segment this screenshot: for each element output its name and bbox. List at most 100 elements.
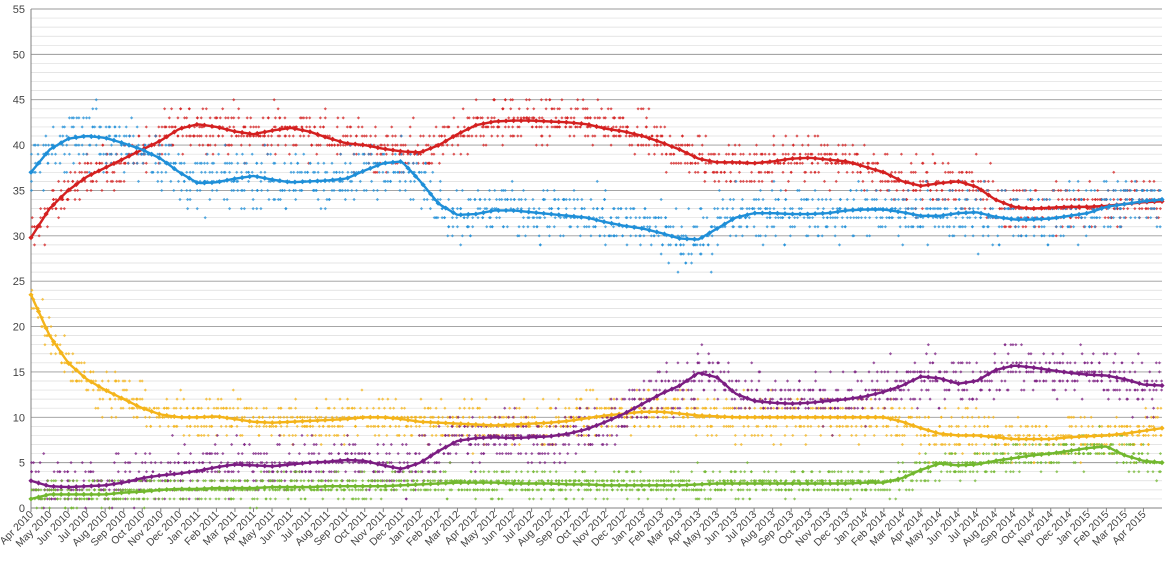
purple-series-point bbox=[367, 488, 371, 492]
blue-series-point bbox=[182, 179, 186, 183]
yellow-series-point bbox=[113, 397, 117, 401]
yellow-series-point bbox=[300, 415, 304, 419]
red-series-point bbox=[843, 143, 847, 147]
blue-series-point bbox=[938, 207, 943, 211]
blue-series-point bbox=[460, 188, 464, 193]
purple-series-point bbox=[788, 388, 792, 392]
blue-series-point bbox=[77, 152, 81, 156]
red-series-point bbox=[144, 161, 148, 165]
yellow-series-point bbox=[1079, 461, 1083, 465]
yellow-series-point bbox=[305, 424, 310, 428]
blue-series-point bbox=[698, 243, 702, 247]
blue-series-point bbox=[728, 234, 732, 238]
red-series-point bbox=[524, 98, 529, 102]
yellow-series-point bbox=[388, 406, 392, 410]
blue-series-point bbox=[517, 234, 521, 238]
blue-series-point bbox=[1093, 188, 1097, 193]
blue-series-point bbox=[383, 188, 388, 193]
yellow-series-point bbox=[1018, 433, 1022, 438]
yellow-series-point bbox=[735, 406, 739, 410]
blue-series-point bbox=[629, 234, 633, 238]
red-series-point bbox=[386, 134, 390, 138]
red-series-point bbox=[330, 143, 334, 147]
purple-series-point bbox=[597, 433, 601, 438]
blue-series-point bbox=[225, 197, 229, 202]
yellow-series-point bbox=[119, 406, 123, 410]
blue-series-point bbox=[616, 216, 620, 220]
red-series-point bbox=[105, 170, 109, 174]
blue-series-point bbox=[712, 225, 717, 229]
yellow-series-point bbox=[1137, 433, 1141, 438]
blue-series-point bbox=[887, 216, 891, 220]
purple-series-point bbox=[554, 406, 558, 410]
blue-series-point bbox=[423, 161, 428, 165]
blue-series-point bbox=[887, 188, 891, 193]
purple-series-point bbox=[310, 451, 314, 456]
purple-series-point bbox=[344, 470, 348, 474]
purple-series-point bbox=[511, 433, 515, 438]
red-series-point bbox=[248, 143, 252, 147]
red-series-point bbox=[30, 225, 34, 229]
yellow-series-point bbox=[71, 379, 75, 383]
yellow-series-point bbox=[774, 424, 778, 428]
blue-series-point bbox=[108, 125, 112, 129]
red-series-point bbox=[403, 143, 407, 147]
y-tick-label: 15 bbox=[13, 367, 25, 379]
red-series-point bbox=[208, 143, 212, 147]
blue-series-point bbox=[664, 225, 669, 229]
blue-series-point bbox=[580, 207, 584, 211]
blue-series-point bbox=[856, 179, 861, 183]
blue-series-point bbox=[236, 179, 240, 183]
red-series-point bbox=[466, 152, 470, 156]
red-series-point bbox=[386, 143, 390, 147]
blue-series-point bbox=[119, 152, 124, 156]
blue-series-point bbox=[350, 179, 354, 183]
yellow-series-point bbox=[235, 424, 239, 428]
red-series-point bbox=[733, 143, 737, 147]
red-series-point bbox=[362, 134, 366, 138]
red-series-point bbox=[199, 125, 203, 129]
yellow-series-point bbox=[287, 433, 291, 438]
red-series-point bbox=[501, 143, 505, 147]
blue-series-point bbox=[330, 188, 334, 193]
blue-series-point bbox=[1051, 188, 1056, 193]
blue-series-point bbox=[1125, 197, 1129, 202]
purple-series-point bbox=[433, 461, 437, 465]
blue-series-point bbox=[719, 216, 723, 220]
purple-series-point bbox=[788, 397, 792, 401]
blue-series-point bbox=[53, 161, 58, 165]
red-series-point bbox=[430, 161, 434, 165]
red-series-point bbox=[479, 116, 483, 120]
purple-series-point bbox=[567, 442, 571, 447]
blue-series-point bbox=[838, 207, 842, 211]
purple-series-point bbox=[658, 388, 662, 392]
purple-series-point bbox=[601, 442, 605, 447]
red-series-point bbox=[674, 143, 678, 147]
purple-series-point bbox=[654, 388, 658, 392]
red-series-point bbox=[970, 170, 974, 174]
red-series-point bbox=[760, 152, 764, 156]
purple-series-point bbox=[223, 470, 227, 474]
yellow-series-point bbox=[530, 415, 534, 419]
yellow-series-point bbox=[276, 406, 281, 410]
red-series-point bbox=[925, 170, 929, 174]
blue-series-point bbox=[671, 225, 675, 229]
blue-series-point bbox=[705, 216, 709, 220]
yellow-series-point bbox=[982, 424, 987, 428]
purple-series-point bbox=[630, 415, 635, 419]
yellow-series-point bbox=[426, 406, 430, 410]
yellow-series-point bbox=[228, 406, 232, 410]
red-series-point bbox=[119, 179, 123, 183]
yellow-series-point bbox=[196, 424, 200, 428]
yellow-series-point bbox=[987, 415, 991, 419]
purple-series-point bbox=[577, 442, 581, 447]
yellow-series-point bbox=[75, 361, 79, 365]
yellow-series-point bbox=[802, 424, 806, 428]
yellow-series-point bbox=[686, 406, 690, 410]
yellow-series-point bbox=[1137, 424, 1141, 428]
yellow-series-point bbox=[409, 424, 413, 428]
yellow-series-point bbox=[41, 324, 45, 329]
red-series-point bbox=[273, 116, 278, 120]
purple-series-point bbox=[448, 415, 452, 419]
blue-series-point bbox=[816, 207, 820, 211]
